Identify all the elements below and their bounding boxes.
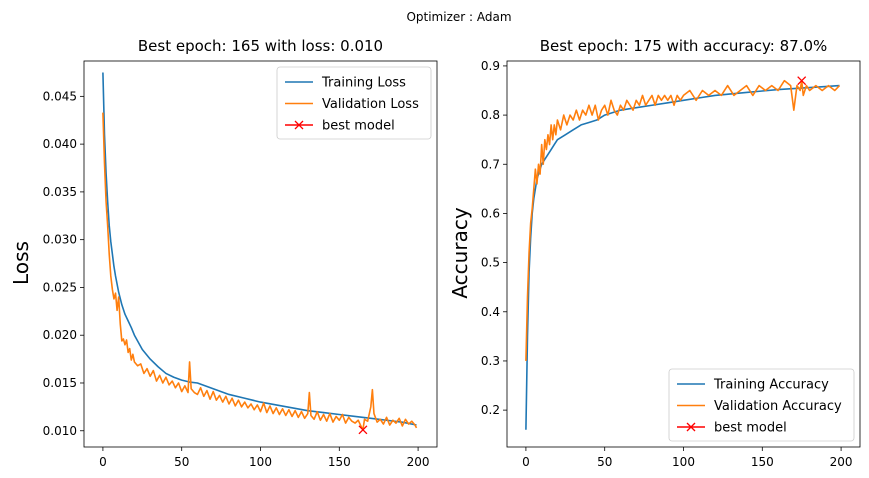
accuracy-series-best-model-marker xyxy=(797,76,807,86)
accuracy-legend-box xyxy=(668,368,855,442)
loss-ytick-label: 0.035 xyxy=(43,185,77,199)
accuracy-legend-marker xyxy=(686,422,696,432)
accuracy-ytick-label: 0.6 xyxy=(481,206,500,220)
loss-series-best-model-marker-stroke xyxy=(358,425,368,435)
accuracy-xtick-label: 0 xyxy=(522,455,530,469)
loss-xtick-label: 200 xyxy=(407,455,430,469)
accuracy-ytick-label: 0.2 xyxy=(481,403,500,417)
loss-axes-frame xyxy=(83,60,438,448)
loss-legend-label: Training Loss xyxy=(321,76,406,91)
accuracy-chart: Best epoch: 175 with accuracy: 87.0% Acc… xyxy=(448,37,861,469)
loss-xtick-label: 100 xyxy=(249,455,272,469)
loss-chart: Best epoch: 165 with loss: 0.010 Loss 0 5… xyxy=(9,37,438,469)
loss-ytick-label: 0.015 xyxy=(43,376,77,390)
loss-ytick-label: 0.025 xyxy=(43,280,77,294)
loss-legend: Training Loss Validation Loss best model xyxy=(276,66,432,140)
accuracy-series-best-model-marker-stroke xyxy=(797,76,807,86)
accuracy-ytick-label: 0.7 xyxy=(481,157,500,171)
accuracy-chart-title: Best epoch: 175 with accuracy: 87.0% xyxy=(540,37,828,55)
loss-chart-title: Best epoch: 165 with loss: 0.010 xyxy=(138,37,383,55)
accuracy-chart-ylabel: Accuracy xyxy=(448,207,472,298)
loss-xtick-label: 150 xyxy=(328,455,351,469)
loss-xtick-label: 0 xyxy=(99,455,107,469)
accuracy-legend-label: Training Accuracy xyxy=(713,378,829,393)
loss-legend-label: best model xyxy=(322,119,395,134)
accuracy-axes-frame xyxy=(506,60,861,448)
loss-chart-ylabel: Loss xyxy=(9,241,33,285)
accuracy-ytick-label: 0.8 xyxy=(481,108,500,122)
figure-suptitle: Optimizer : Adam xyxy=(406,10,511,24)
loss-legend-label: Validation Loss xyxy=(322,97,419,112)
loss-ytick-label: 0.040 xyxy=(43,137,77,151)
accuracy-ytick-label: 0.9 xyxy=(481,59,500,73)
accuracy-xtick-label: 150 xyxy=(751,455,774,469)
loss-series-validation-loss-line xyxy=(102,112,418,431)
accuracy-xtick-label: 100 xyxy=(672,455,695,469)
loss-xtick-label: 50 xyxy=(174,455,189,469)
accuracy-legend-label: Validation Accuracy xyxy=(714,399,842,414)
loss-ytick-label: 0.010 xyxy=(43,424,77,438)
loss-series-training-loss-line xyxy=(102,72,417,426)
accuracy-ytick-label: 0.5 xyxy=(481,256,500,270)
loss-ytick-label: 0.045 xyxy=(43,89,77,103)
accuracy-legend-label: best model xyxy=(714,421,787,436)
accuracy-ytick-label: 0.3 xyxy=(481,354,500,368)
loss-legend-marker xyxy=(294,120,304,130)
loss-ytick-label: 0.030 xyxy=(43,233,77,247)
accuracy-legend: Training Accuracy Validation Accuracy best… xyxy=(668,368,855,442)
accuracy-series-validation-accuracy-line xyxy=(525,79,841,361)
accuracy-series-training-accuracy-line xyxy=(525,84,840,430)
accuracy-ytick-label: 0.4 xyxy=(481,305,500,319)
accuracy-xtick-label: 200 xyxy=(830,455,853,469)
accuracy-xtick-label: 50 xyxy=(597,455,612,469)
loss-ytick-label: 0.020 xyxy=(43,328,77,342)
loss-legend-box xyxy=(276,66,432,140)
loss-series-best-model-marker xyxy=(358,425,368,435)
